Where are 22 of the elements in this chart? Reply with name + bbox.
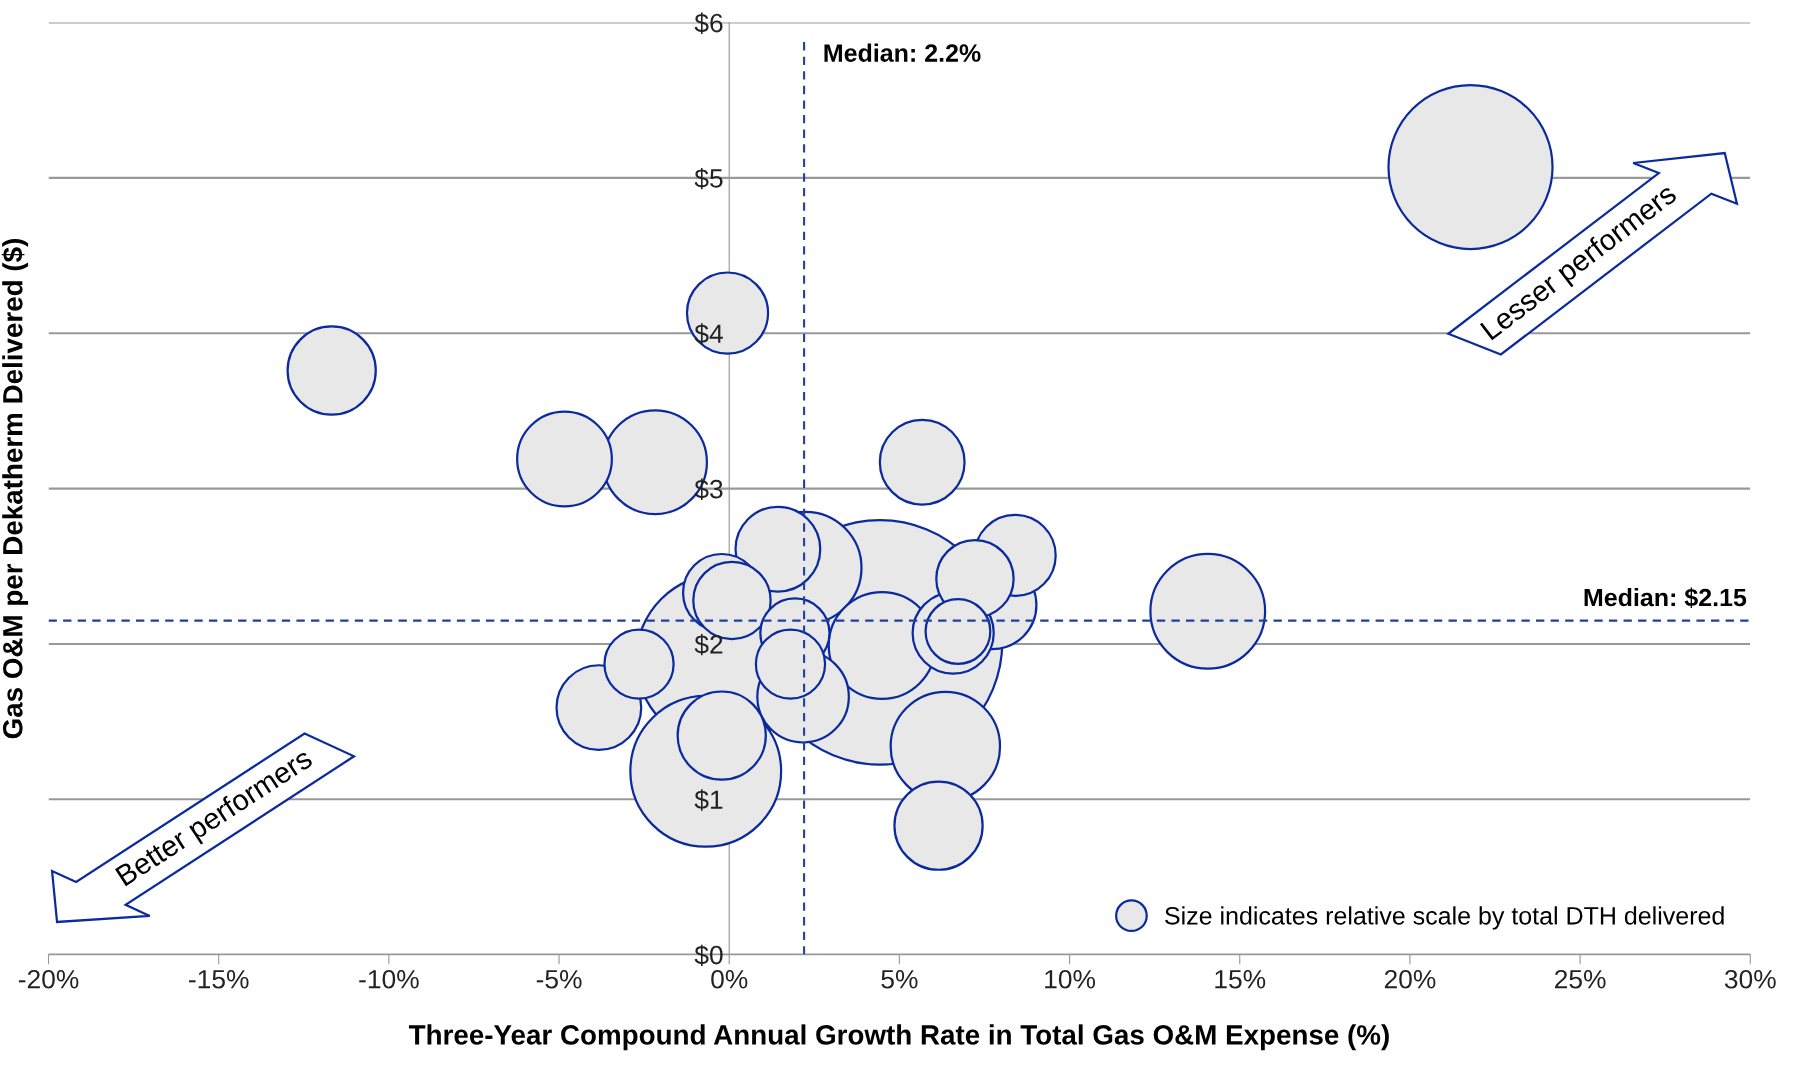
ref-line-label: Median: 2.2% xyxy=(824,43,981,62)
legend-label: Size indicates relative scale by total DTH delivered xyxy=(1165,906,1724,930)
y-tick-label: $6 xyxy=(694,12,723,34)
x-tick-label: 20% xyxy=(1384,969,1436,989)
y-tick-label: $2 xyxy=(694,633,723,656)
x-tick-label: 10% xyxy=(1045,969,1096,989)
y-axis-title: Gas O&M per Dekatherm Delivered ($) xyxy=(1,239,29,739)
y-tick-label: $5 xyxy=(694,167,723,190)
x-tick-label: -20% xyxy=(18,969,79,989)
x-tick-label: -5% xyxy=(536,970,582,989)
x-tick-label: 25% xyxy=(1555,969,1606,989)
x-tick-label: 5% xyxy=(881,970,918,989)
x-tick-label: 15% xyxy=(1215,970,1266,989)
x-tick-label: 30% xyxy=(1724,969,1776,989)
x-tick-label: 0% xyxy=(711,969,748,989)
x-tick-label: -15% xyxy=(189,970,249,989)
ref-line-label: Median: $2.15 xyxy=(1584,587,1747,608)
y-tick-label: $0 xyxy=(694,944,723,966)
x-tick-label: -10% xyxy=(359,969,419,989)
x-axis-title: Three-Year Compound Annual Growth Rate in Total Gas O&M Expense (%) xyxy=(408,1024,1389,1051)
y-tick-label: $4 xyxy=(694,323,723,345)
y-tick-label: $1 xyxy=(694,789,723,811)
